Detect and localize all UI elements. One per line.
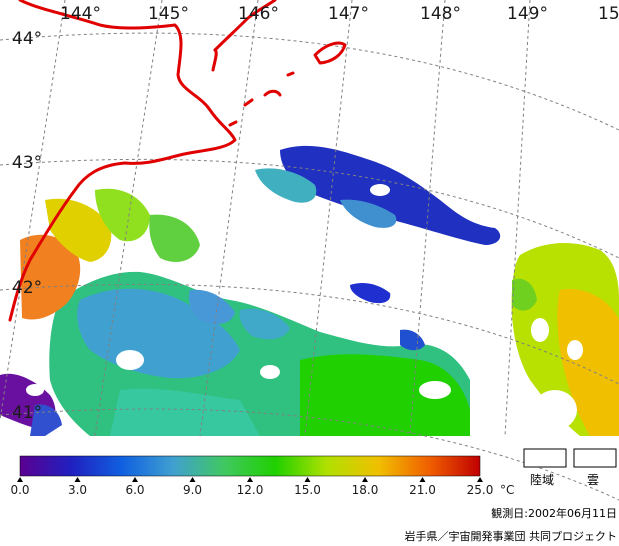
tick-label: 25.0 bbox=[467, 483, 494, 497]
meridian-146 bbox=[199, 0, 259, 437]
sst-northern-band bbox=[280, 145, 501, 245]
tick-label: 0.0 bbox=[10, 483, 29, 497]
meridian-147 bbox=[304, 0, 353, 437]
islet-c bbox=[228, 120, 238, 127]
sst-warm-coastal bbox=[20, 234, 81, 320]
sst-field-southeast bbox=[300, 354, 470, 436]
tick-label: 18.0 bbox=[352, 483, 379, 497]
tick-label: 21.0 bbox=[409, 483, 436, 497]
tick-mark bbox=[132, 477, 138, 482]
tick-mark bbox=[17, 477, 23, 482]
color-bar bbox=[19, 455, 481, 477]
islet-a bbox=[243, 98, 254, 107]
sst-warm-green bbox=[95, 188, 150, 242]
tick-mark bbox=[419, 477, 426, 482]
meridian-144 bbox=[0, 0, 66, 421]
tick-mark bbox=[477, 477, 483, 482]
parallel-44 bbox=[0, 32, 619, 131]
iturup-island bbox=[313, 41, 347, 65]
tick-label: 9.0 bbox=[183, 483, 202, 497]
cloud-swatch bbox=[573, 448, 617, 468]
lat-label-44: 44° bbox=[12, 29, 42, 49]
lat-label-42: 42° bbox=[12, 278, 42, 298]
hokkaido-coast bbox=[8, 0, 237, 322]
parallel-43 bbox=[0, 158, 619, 259]
parallel-42 bbox=[0, 283, 619, 385]
cloud-hole-6 bbox=[533, 390, 577, 430]
sst-patch-mid-west bbox=[149, 214, 200, 262]
color-bar-ticks: 0.0 3.0 6.0 9.0 12.0 15.0 18.0 21.0 25.0 bbox=[10, 477, 493, 497]
lat-label-43: 43° bbox=[12, 153, 42, 173]
sst-patch-a bbox=[188, 289, 235, 324]
unit-label: °C bbox=[500, 483, 514, 497]
lon-label-149: 149° bbox=[507, 4, 548, 24]
tick-label: 3.0 bbox=[68, 483, 87, 497]
temperature-legend: 0.0 3.0 6.0 9.0 12.0 15.0 18.0 21.0 25.0 °C 陸域 雲 bbox=[10, 448, 617, 497]
parallel-41 bbox=[0, 408, 619, 501]
lon-label-146: 146° bbox=[238, 4, 279, 24]
cloud-hole-7 bbox=[370, 184, 390, 196]
islet-b bbox=[286, 71, 295, 77]
credit-line: 岩手県／宇宙開発事業団 共同プロジェクト bbox=[405, 529, 618, 543]
tick-label: 6.0 bbox=[125, 483, 144, 497]
cloud-hole-1 bbox=[116, 350, 144, 370]
tick-label: 15.0 bbox=[294, 483, 321, 497]
lat-label-41: 41° bbox=[12, 403, 42, 423]
sst-field-south-mid bbox=[110, 388, 260, 436]
cloud-hole-8 bbox=[26, 384, 44, 396]
sst-mid-blue-spot bbox=[350, 282, 391, 304]
cloud-hole-2 bbox=[260, 365, 280, 379]
land-label: 陸域 bbox=[530, 473, 554, 487]
tick-mark bbox=[74, 477, 81, 482]
cloud-label: 雲 bbox=[587, 473, 599, 487]
latitude-labels: 44° 43° 42° 41° bbox=[12, 29, 42, 423]
longitude-labels: 144° 145° 146° 147° 148° 149° 15 bbox=[60, 4, 619, 24]
cloud-hole-3 bbox=[419, 381, 451, 399]
coastline bbox=[8, 0, 347, 322]
tick-mark bbox=[362, 477, 368, 482]
kunashir-coast bbox=[213, 0, 277, 52]
meridian-145 bbox=[94, 0, 163, 437]
tick-mark bbox=[189, 477, 196, 482]
lon-label-144: 144° bbox=[60, 4, 101, 24]
sst-warm-yellow bbox=[45, 198, 112, 262]
lon-label-147: 147° bbox=[328, 4, 369, 24]
sst-east-warm bbox=[557, 289, 619, 436]
land-swatch bbox=[523, 448, 567, 468]
cloud-hole-4 bbox=[531, 318, 549, 342]
lon-label-145: 145° bbox=[148, 4, 189, 24]
lon-label-148: 148° bbox=[420, 4, 461, 24]
sst-north-cyan bbox=[255, 168, 317, 203]
lon-label-150: 15 bbox=[598, 4, 619, 24]
meridian-148 bbox=[409, 0, 446, 437]
tick-label: 12.0 bbox=[237, 483, 264, 497]
sst-patch-b bbox=[239, 308, 290, 340]
sst-patch-c bbox=[400, 329, 425, 351]
graticule bbox=[0, 0, 619, 501]
meridian-149 bbox=[504, 0, 531, 437]
sst-east-green bbox=[512, 278, 537, 311]
sst-north-blue-light bbox=[340, 199, 397, 228]
tick-mark bbox=[304, 477, 311, 482]
tick-mark bbox=[247, 477, 253, 482]
sea-surface-temperature-layer bbox=[0, 145, 619, 436]
shikotan-island bbox=[263, 89, 282, 97]
observation-date: 観測日:2002年06月11日 bbox=[491, 506, 617, 520]
kunashir-tip bbox=[211, 48, 218, 72]
cloud-hole-5 bbox=[567, 340, 583, 360]
